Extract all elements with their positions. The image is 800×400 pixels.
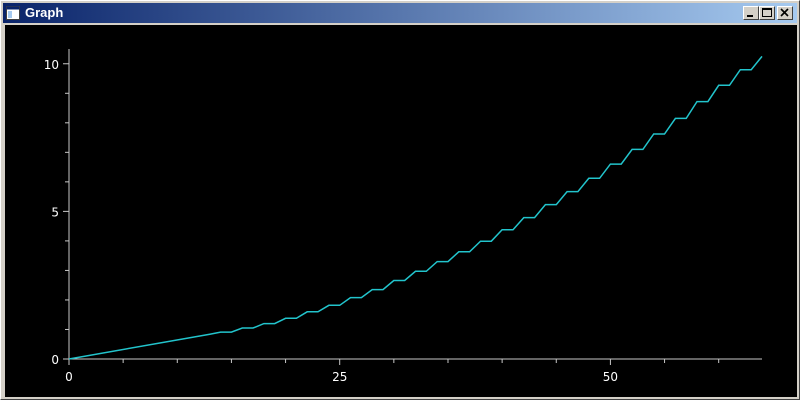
maximize-icon [762, 8, 772, 17]
tick-labels: 0 25 50 0 5 10 [44, 58, 618, 384]
series-line [68, 55, 763, 360]
minimize-button[interactable] [743, 6, 759, 20]
window-title: Graph [25, 5, 64, 20]
y-tick-label: 10 [44, 58, 59, 72]
close-button[interactable] [777, 6, 793, 20]
x-tick-label: 0 [65, 370, 73, 384]
x-tick-label: 25 [332, 370, 347, 384]
axes [63, 49, 762, 365]
x-tick-label: 50 [603, 370, 618, 384]
close-icon [780, 8, 789, 17]
maximize-button[interactable] [759, 6, 775, 20]
y-tick-label: 0 [51, 353, 59, 367]
minimize-icon [747, 15, 753, 17]
y-tick-label: 5 [51, 205, 59, 219]
window-app-icon [6, 6, 20, 20]
line-chart: 0 25 50 0 5 10 [44, 49, 763, 384]
title-bar[interactable]: Graph [3, 3, 797, 23]
plot-area: 0 25 50 0 5 10 [5, 25, 797, 397]
